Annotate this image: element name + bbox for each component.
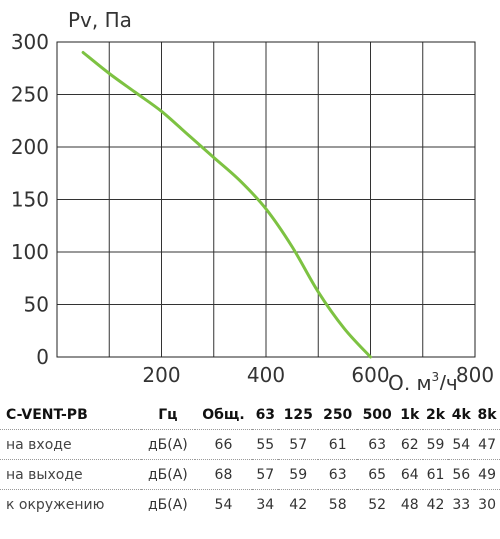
header-cell: 125: [283, 406, 313, 423]
y-tick-labels: 0 50 100 150 200 250 300: [11, 30, 49, 369]
x-tick-label: 200: [142, 363, 180, 387]
row-label: на выходе: [6, 466, 83, 483]
row-unit: дБ(А): [147, 496, 188, 513]
table-cell: 48: [400, 496, 419, 513]
header-cell: Гц: [158, 406, 178, 423]
table-cell: 63: [328, 466, 347, 483]
x-tick-label: 400: [247, 363, 285, 387]
x-axis-label-tail: /ч: [439, 371, 458, 390]
table-cell: 66: [214, 436, 233, 453]
noise-table: C-VENT-PB Гц Общ. 63 125 250 500 1k 2k 4…: [0, 400, 500, 519]
header-cell: 63: [255, 406, 276, 423]
y-tick-label: 50: [24, 293, 49, 317]
y-tick-label: 300: [11, 30, 49, 54]
y-tick-label: 100: [11, 240, 49, 264]
table-cell: 56: [452, 466, 471, 483]
y-tick-label: 250: [11, 83, 49, 107]
table-row: к окружению дБ(А) 54 34 42 58 52 48 42 33 30: [0, 489, 500, 520]
table-cell: 34: [256, 496, 275, 513]
table-cell: 57: [256, 466, 275, 483]
table-cell: 63: [368, 436, 387, 453]
table-cell: 64: [400, 466, 419, 483]
table-cell: 52: [368, 496, 387, 513]
x-tick-labels: 200 400 600 800: [142, 363, 494, 387]
plot-frame: [56, 41, 476, 358]
x-axis-label-superscript: 3: [432, 370, 440, 384]
grid-lines: [57, 42, 475, 357]
table-cell: 59: [426, 436, 445, 453]
table-row: на входе дБ(А) 66 55 57 61 63 62 59 54 47: [0, 429, 500, 460]
table-cell: 54: [214, 496, 233, 513]
header-cell: 500: [362, 406, 392, 423]
table-cell: 42: [426, 496, 445, 513]
x-tick-label: 800: [456, 363, 494, 387]
table-cell: 58: [328, 496, 347, 513]
table-cell: 30: [478, 496, 496, 513]
table-cell: 47: [478, 436, 496, 453]
table-cell: 54: [452, 436, 471, 453]
table-cell: 61: [328, 436, 347, 453]
row-unit: дБ(А): [147, 466, 188, 483]
table-cell: 68: [214, 466, 233, 483]
table-cell: 59: [289, 466, 308, 483]
model-name: C-VENT-PB: [6, 406, 88, 423]
x-axis-label: Q, м3/ч: [388, 370, 458, 390]
table-cell: 61: [426, 466, 445, 483]
table-cell: 42: [289, 496, 308, 513]
y-axis-label: Pv, Па: [68, 8, 132, 32]
table-cell: 65: [368, 466, 387, 483]
pressure-flow-chart: 0 50 100 150 200 250 300 200 400 600 800 Pv, Па Q…: [11, 8, 494, 390]
header-cell: 1k: [400, 406, 420, 423]
table-cell: 33: [452, 496, 471, 513]
table-cell: 62: [400, 436, 419, 453]
table-cell: 57: [289, 436, 308, 453]
y-tick-label: 0: [36, 345, 49, 369]
table-header-row: C-VENT-PB Гц Общ. 63 125 250 500 1k 2k 4…: [0, 400, 500, 430]
header-cell: 250: [323, 406, 353, 423]
header-cell: 4k: [451, 406, 471, 423]
header-cell: 2k: [426, 406, 446, 423]
row-label: к окружению: [6, 496, 105, 513]
x-tick-label: 600: [351, 363, 389, 387]
row-label: на входе: [6, 436, 72, 453]
table-cell: 49: [478, 466, 496, 483]
y-tick-label: 200: [11, 135, 49, 159]
pressure-curve: [81, 51, 372, 359]
table-cell: 55: [256, 436, 275, 453]
table-row: на выходе дБ(А) 68 57 59 63 65 64 61 56 49: [0, 459, 500, 490]
header-cell: Общ.: [202, 406, 245, 423]
row-unit: дБ(А): [147, 436, 188, 453]
y-tick-label: 150: [11, 188, 49, 212]
header-cell: 8k: [477, 406, 497, 423]
x-axis-label-main: Q, м: [388, 371, 432, 390]
